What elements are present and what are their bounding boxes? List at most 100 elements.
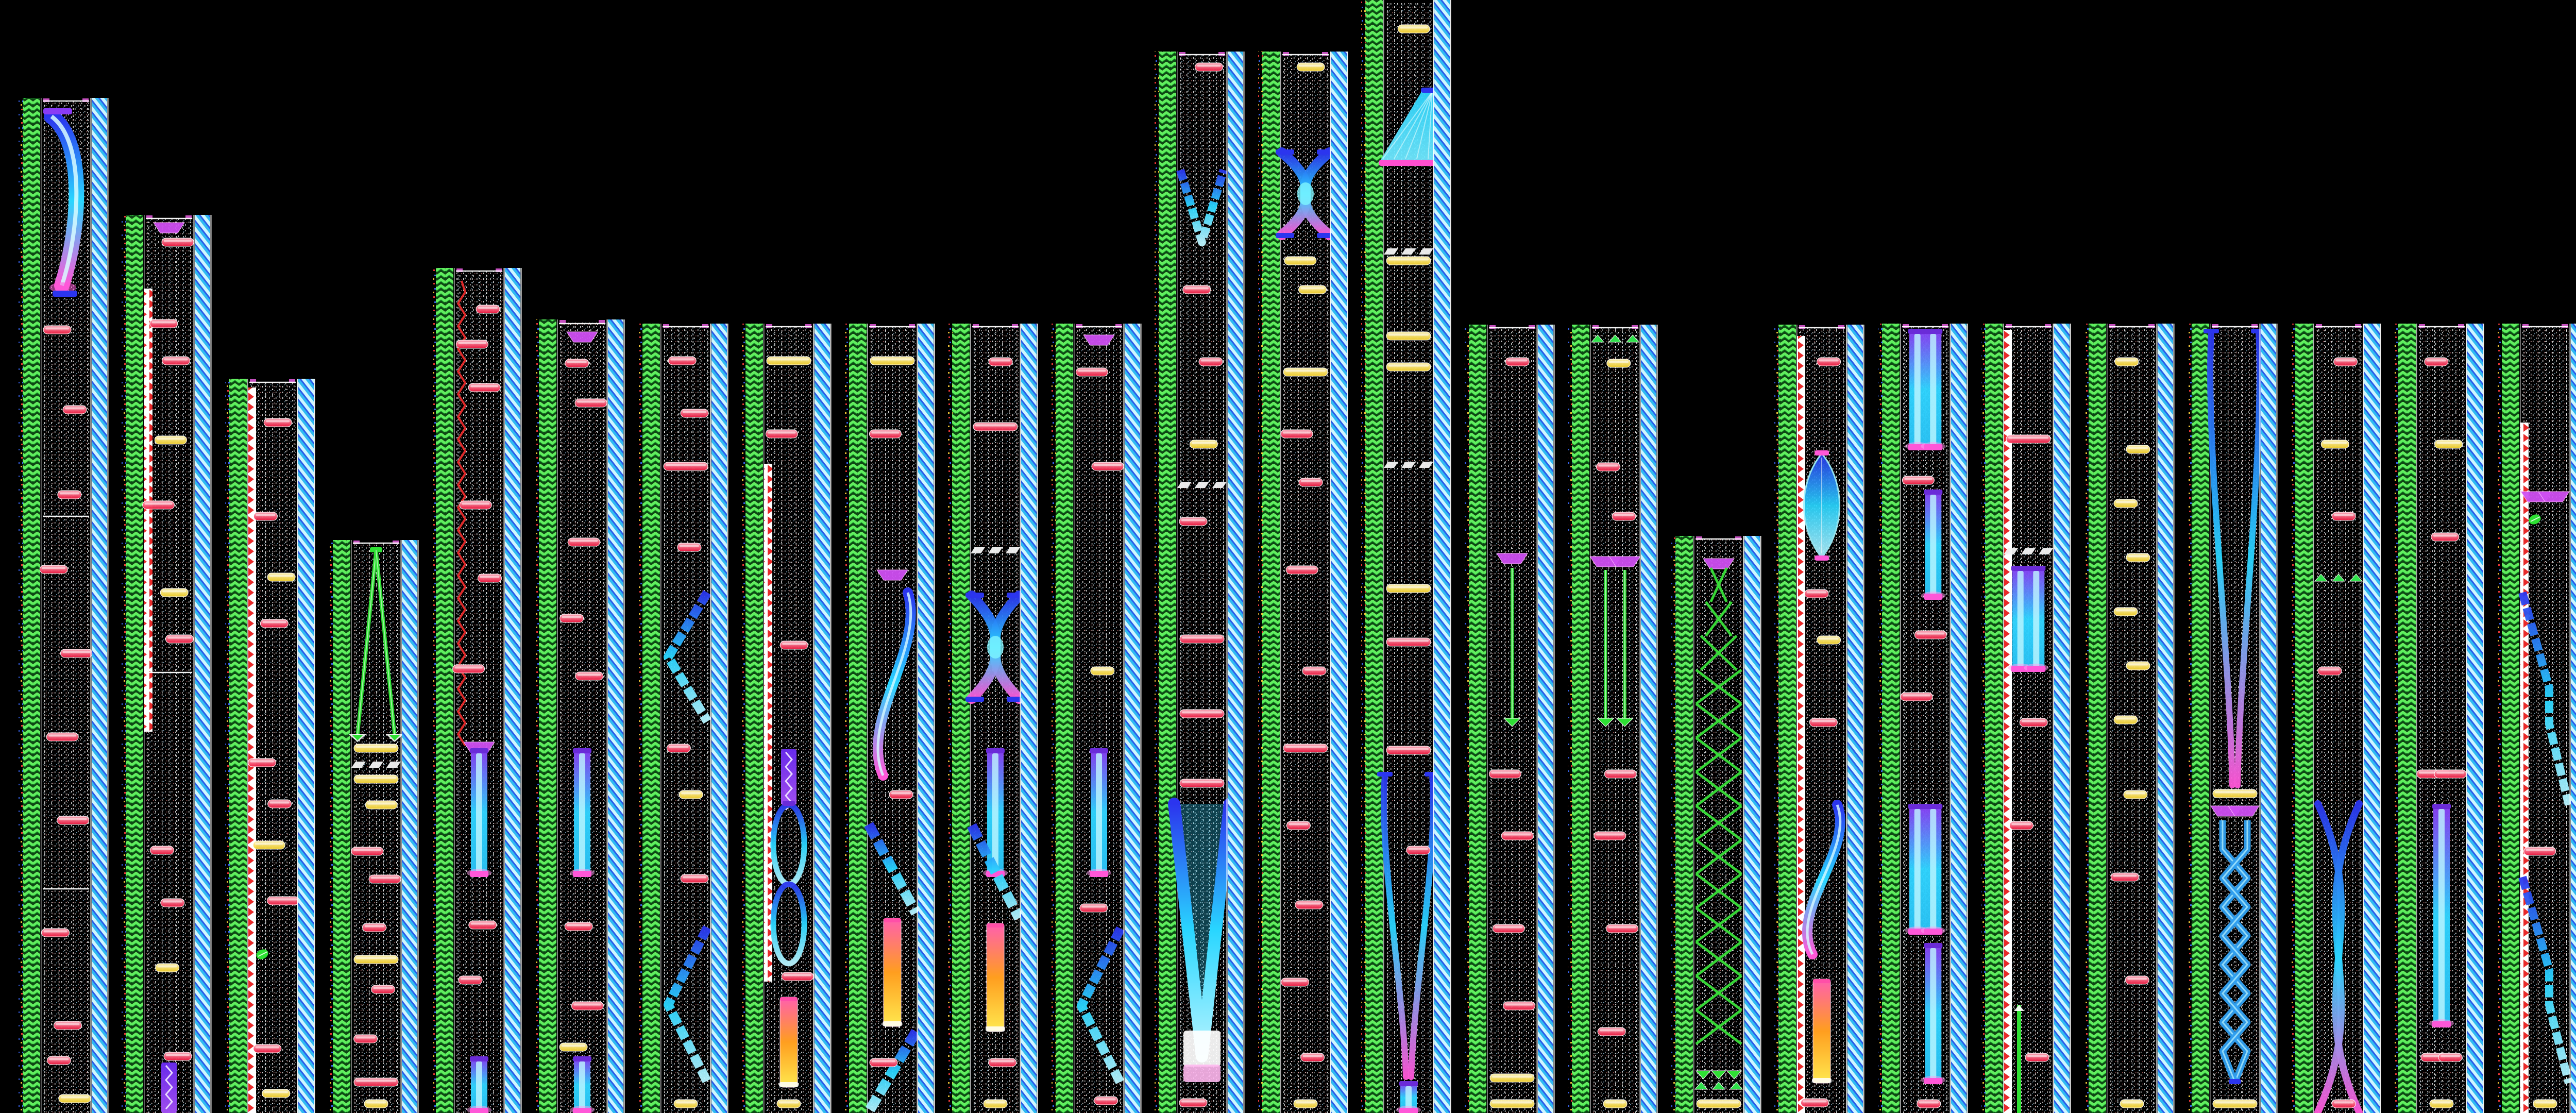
blue-hatch-track bbox=[1228, 52, 1243, 1113]
tick-red bbox=[1281, 977, 1310, 987]
tick-red bbox=[1091, 462, 1124, 471]
blue-hatch-track bbox=[2261, 324, 2276, 1113]
ribbon-crossing-curves bbox=[2314, 800, 2363, 1113]
ribbon-diagonal bbox=[967, 823, 1024, 921]
ribbon-s-curve bbox=[1802, 800, 1845, 959]
rung-red bbox=[663, 462, 708, 471]
speckle-fringe bbox=[1568, 325, 1572, 1113]
ribbon-s-curve bbox=[872, 587, 916, 781]
blue-hatch-track bbox=[1538, 325, 1553, 1113]
tick-yellow bbox=[2429, 1099, 2454, 1108]
block-orange bbox=[986, 923, 1005, 1032]
speckle-texture bbox=[766, 327, 811, 1113]
marker-trapezoid bbox=[2228, 805, 2260, 817]
tick-red bbox=[1800, 1098, 1829, 1107]
speckle-fringe bbox=[1258, 52, 1263, 1113]
speckle-texture bbox=[250, 382, 295, 1113]
green-coil-track bbox=[1159, 52, 1176, 1113]
green-lattice bbox=[1695, 567, 1742, 1080]
blue-hatch-track bbox=[1331, 52, 1347, 1113]
tick-yellow bbox=[2533, 1099, 2557, 1108]
marker-trapezoid bbox=[2538, 491, 2570, 502]
blue-hatch-track bbox=[608, 319, 623, 1113]
green-coil-track bbox=[849, 324, 867, 1113]
tick-red bbox=[2009, 821, 2033, 830]
tick-red bbox=[1286, 821, 1311, 830]
blue-hatch-track bbox=[2364, 324, 2380, 1113]
tick-red bbox=[161, 238, 194, 247]
speckle-texture bbox=[353, 543, 399, 1113]
rung-yellow bbox=[766, 356, 811, 365]
tick-yellow bbox=[559, 1042, 588, 1052]
gradient-bar bbox=[570, 748, 595, 877]
rung-red bbox=[1283, 744, 1328, 753]
green-coil-track bbox=[1469, 325, 1486, 1113]
ribbon-staircase bbox=[2518, 591, 2573, 806]
chromosome-strip bbox=[122, 215, 212, 1113]
tick-red bbox=[988, 357, 1013, 366]
rung-yellow bbox=[1386, 584, 1431, 593]
tick-yellow bbox=[160, 588, 189, 597]
tick-red bbox=[468, 920, 497, 930]
speckle-fringe bbox=[1671, 536, 1676, 1113]
tick-yellow bbox=[1397, 24, 1430, 33]
tick-red bbox=[149, 846, 174, 855]
tick-yellow bbox=[155, 963, 180, 972]
green-coil-track bbox=[23, 98, 40, 1113]
tick-red bbox=[1917, 1099, 1941, 1108]
rung-yellow bbox=[1489, 1073, 1535, 1083]
speckle-fringe bbox=[2188, 324, 2192, 1113]
tick-red bbox=[57, 816, 90, 825]
tick-yellow bbox=[983, 1099, 1008, 1108]
tick-red bbox=[458, 975, 483, 985]
blue-hatch-track bbox=[195, 215, 210, 1113]
tick-red bbox=[1902, 476, 1935, 485]
tick-red bbox=[575, 671, 604, 681]
tick-red bbox=[162, 356, 191, 365]
tick-red bbox=[149, 319, 178, 328]
tick-red bbox=[248, 758, 277, 767]
green-coil-track bbox=[1778, 325, 1796, 1113]
tick-red bbox=[1606, 924, 1639, 933]
tick-red bbox=[1406, 846, 1431, 855]
gradient-bar bbox=[467, 748, 492, 877]
tick-red bbox=[1597, 1027, 1626, 1036]
rung-yellow bbox=[1696, 1099, 1741, 1108]
marker-trapezoid bbox=[1608, 556, 1641, 567]
tick-red bbox=[668, 356, 697, 365]
tick-red bbox=[1612, 512, 1636, 521]
green-coil-track bbox=[333, 540, 350, 1113]
rung-red bbox=[2006, 434, 2051, 444]
tick-yellow bbox=[2123, 790, 2148, 799]
pendulum-line bbox=[1503, 568, 1521, 727]
green-coil-track bbox=[1882, 324, 1900, 1113]
gradient-bar-purple bbox=[161, 1063, 177, 1113]
gradient-bar bbox=[1921, 490, 1946, 600]
gradient-bar bbox=[1905, 329, 1930, 450]
red-saw-track bbox=[2004, 330, 2012, 1113]
blue-hatch-track bbox=[1744, 536, 1760, 1113]
tick-red bbox=[1492, 924, 1525, 933]
red-saw-track bbox=[764, 464, 772, 982]
chromosome-strip bbox=[1568, 325, 1658, 1113]
tick-red bbox=[253, 1044, 282, 1053]
speckle-fringe bbox=[2394, 324, 2399, 1113]
chromosome-strip bbox=[1465, 325, 1555, 1113]
chromosome-strip bbox=[1258, 52, 1348, 1113]
chromosome-strip bbox=[329, 540, 419, 1113]
tick-red bbox=[468, 383, 501, 392]
tick-red bbox=[1298, 478, 1323, 487]
green-coil-track bbox=[642, 324, 660, 1113]
green-coil-track bbox=[539, 319, 556, 1113]
tick-red bbox=[1594, 831, 1626, 840]
tick-red bbox=[571, 1001, 604, 1010]
blue-hatch-track bbox=[2571, 324, 2576, 1113]
ribbon-fan bbox=[1379, 88, 1442, 166]
tick-red bbox=[1809, 718, 1838, 727]
chromosome-strip bbox=[1878, 324, 1968, 1113]
gradient-bar bbox=[2024, 566, 2049, 672]
tick-red bbox=[43, 325, 72, 334]
speckle-fringe bbox=[1052, 324, 1056, 1113]
tick-red bbox=[1914, 630, 1947, 639]
tick-red bbox=[2523, 847, 2556, 856]
